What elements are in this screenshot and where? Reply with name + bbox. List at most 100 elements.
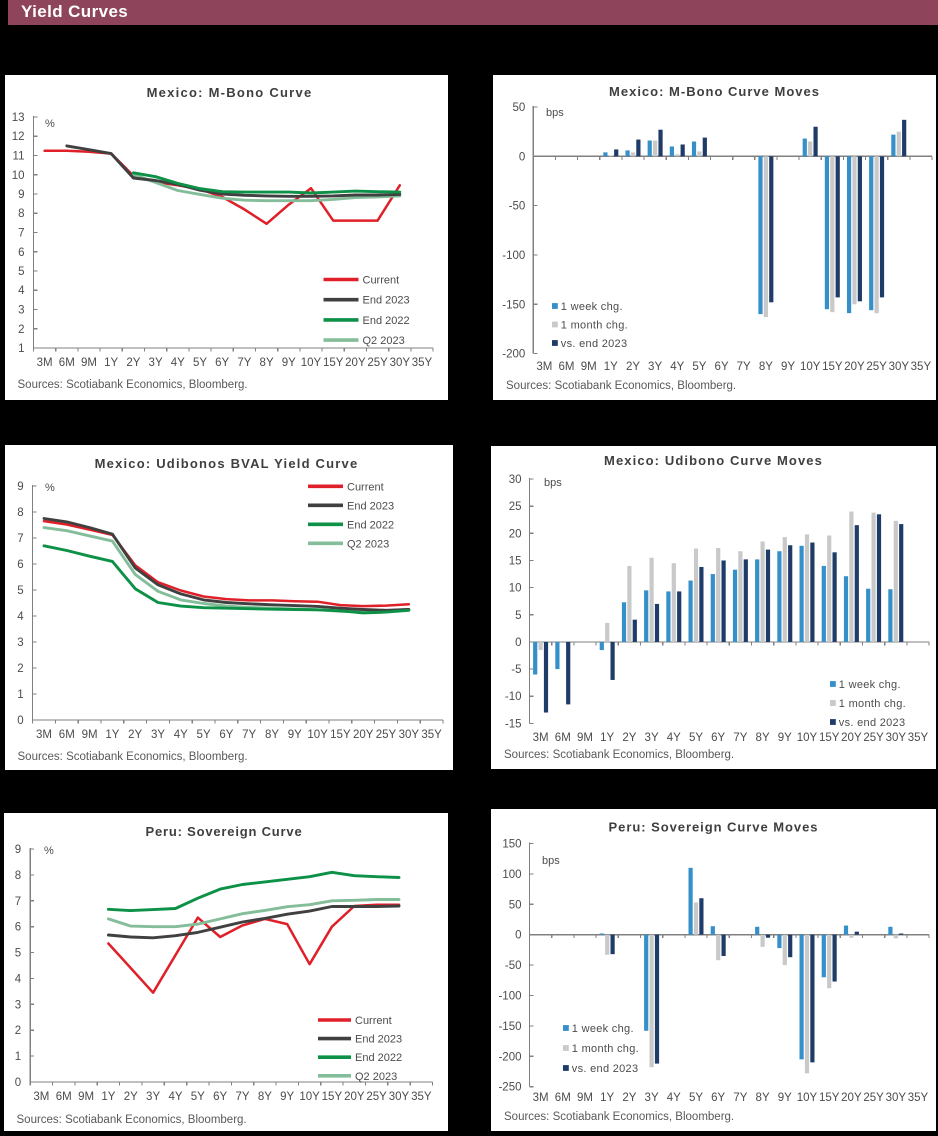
svg-text:7Y: 7Y (737, 361, 751, 373)
svg-text:5: 5 (515, 610, 521, 622)
svg-text:9Y: 9Y (778, 732, 792, 744)
svg-text:9M: 9M (577, 1092, 593, 1104)
svg-text:6M: 6M (56, 1091, 72, 1103)
svg-text:%: % (44, 845, 54, 857)
svg-text:-200: -200 (502, 349, 525, 361)
svg-text:7: 7 (17, 533, 23, 545)
svg-text:25Y: 25Y (367, 357, 388, 369)
svg-text:10Y: 10Y (307, 729, 328, 741)
svg-text:1Y: 1Y (604, 361, 618, 373)
svg-text:9M: 9M (82, 729, 98, 741)
svg-text:4Y: 4Y (670, 361, 684, 373)
svg-text:End 2023: End 2023 (347, 500, 394, 512)
svg-text:3Y: 3Y (146, 1091, 160, 1103)
svg-text:-15: -15 (505, 718, 522, 730)
svg-text:20Y: 20Y (844, 361, 865, 373)
svg-text:5Y: 5Y (197, 729, 211, 741)
svg-text:Peru: Sovereign Curve Moves: Peru: Sovereign Curve Moves (609, 820, 819, 835)
svg-text:Sources: Scotiabank Economics,: Sources: Scotiabank Economics, Bloomberg… (504, 1111, 734, 1123)
svg-text:13: 13 (12, 112, 25, 124)
svg-text:1Y: 1Y (105, 729, 119, 741)
svg-text:3M: 3M (533, 732, 549, 744)
svg-text:1 week chg.: 1 week chg. (561, 301, 623, 313)
svg-text:30Y: 30Y (390, 357, 411, 369)
svg-text:15Y: 15Y (822, 361, 843, 373)
svg-text:0: 0 (15, 1077, 21, 1089)
svg-text:15Y: 15Y (322, 1091, 343, 1103)
svg-text:End 2023: End 2023 (363, 295, 410, 307)
svg-text:8Y: 8Y (759, 361, 773, 373)
svg-text:25Y: 25Y (863, 1092, 884, 1104)
svg-text:4Y: 4Y (168, 1091, 182, 1103)
svg-text:9M: 9M (81, 357, 97, 369)
svg-text:3: 3 (18, 305, 24, 317)
svg-text:-10: -10 (505, 691, 522, 703)
svg-text:9Y: 9Y (778, 1092, 792, 1104)
svg-text:1 month chg.: 1 month chg. (561, 320, 628, 332)
svg-text:9: 9 (17, 481, 23, 493)
svg-text:1 month chg.: 1 month chg. (839, 698, 906, 710)
svg-text:7Y: 7Y (733, 732, 747, 744)
svg-text:End 2022: End 2022 (363, 315, 410, 327)
svg-text:5Y: 5Y (689, 1092, 703, 1104)
svg-text:8: 8 (18, 208, 24, 220)
svg-text:8Y: 8Y (756, 1092, 770, 1104)
svg-text:7Y: 7Y (235, 1091, 249, 1103)
svg-text:Q2 2023: Q2 2023 (355, 1071, 397, 1083)
svg-text:25Y: 25Y (866, 361, 887, 373)
svg-text:1 week chg.: 1 week chg. (839, 679, 901, 691)
svg-text:6: 6 (15, 922, 21, 934)
svg-text:7Y: 7Y (733, 1092, 747, 1104)
svg-text:-200: -200 (498, 1051, 521, 1063)
svg-text:5: 5 (18, 266, 24, 278)
svg-text:11: 11 (13, 151, 25, 163)
svg-text:0: 0 (519, 151, 525, 163)
svg-text:3M: 3M (37, 357, 53, 369)
svg-text:6Y: 6Y (715, 361, 729, 373)
svg-text:Mexico: M-Bono Curve: Mexico: M-Bono Curve (147, 85, 313, 100)
svg-text:2Y: 2Y (626, 361, 640, 373)
svg-text:150: 150 (502, 839, 521, 851)
svg-text:6Y: 6Y (213, 1091, 227, 1103)
svg-text:4Y: 4Y (171, 357, 185, 369)
svg-text:-100: -100 (502, 250, 525, 262)
svg-text:9M: 9M (78, 1091, 94, 1103)
svg-text:3Y: 3Y (151, 729, 165, 741)
svg-text:8: 8 (15, 870, 21, 882)
svg-text:8Y: 8Y (265, 729, 279, 741)
svg-text:6: 6 (18, 247, 24, 259)
svg-text:-150: -150 (498, 1021, 521, 1033)
svg-text:9: 9 (18, 189, 24, 201)
svg-text:25Y: 25Y (376, 729, 397, 741)
svg-text:2Y: 2Y (124, 1091, 138, 1103)
svg-text:Q2 2023: Q2 2023 (363, 335, 405, 347)
svg-text:6Y: 6Y (711, 1092, 725, 1104)
svg-text:Current: Current (363, 275, 400, 287)
svg-text:6Y: 6Y (711, 732, 725, 744)
svg-text:1 month chg.: 1 month chg. (572, 1043, 639, 1055)
svg-text:15Y: 15Y (323, 357, 344, 369)
svg-text:5Y: 5Y (191, 1091, 205, 1103)
svg-text:10: 10 (509, 583, 522, 595)
svg-text:3: 3 (17, 637, 23, 649)
svg-text:4: 4 (15, 973, 22, 985)
svg-text:2Y: 2Y (622, 732, 636, 744)
svg-text:3M: 3M (33, 1091, 49, 1103)
svg-text:20Y: 20Y (841, 1092, 862, 1104)
svg-text:Peru: Sovereign Curve: Peru: Sovereign Curve (146, 824, 303, 839)
svg-text:2: 2 (17, 663, 23, 675)
svg-text:10: 10 (12, 170, 25, 182)
svg-text:9M: 9M (577, 732, 593, 744)
svg-text:30Y: 30Y (886, 1092, 907, 1104)
svg-text:35Y: 35Y (908, 732, 929, 744)
svg-text:Sources: Scotiabank Economics,: Sources: Scotiabank Economics, Bloomberg… (18, 751, 248, 763)
svg-text:6Y: 6Y (215, 357, 229, 369)
svg-text:1Y: 1Y (600, 732, 614, 744)
svg-text:%: % (45, 482, 55, 494)
svg-text:%: % (45, 118, 55, 130)
svg-text:0: 0 (17, 715, 23, 727)
svg-text:1Y: 1Y (600, 1092, 614, 1104)
svg-text:6Y: 6Y (219, 729, 233, 741)
svg-text:25Y: 25Y (863, 732, 884, 744)
svg-text:7: 7 (18, 228, 24, 240)
